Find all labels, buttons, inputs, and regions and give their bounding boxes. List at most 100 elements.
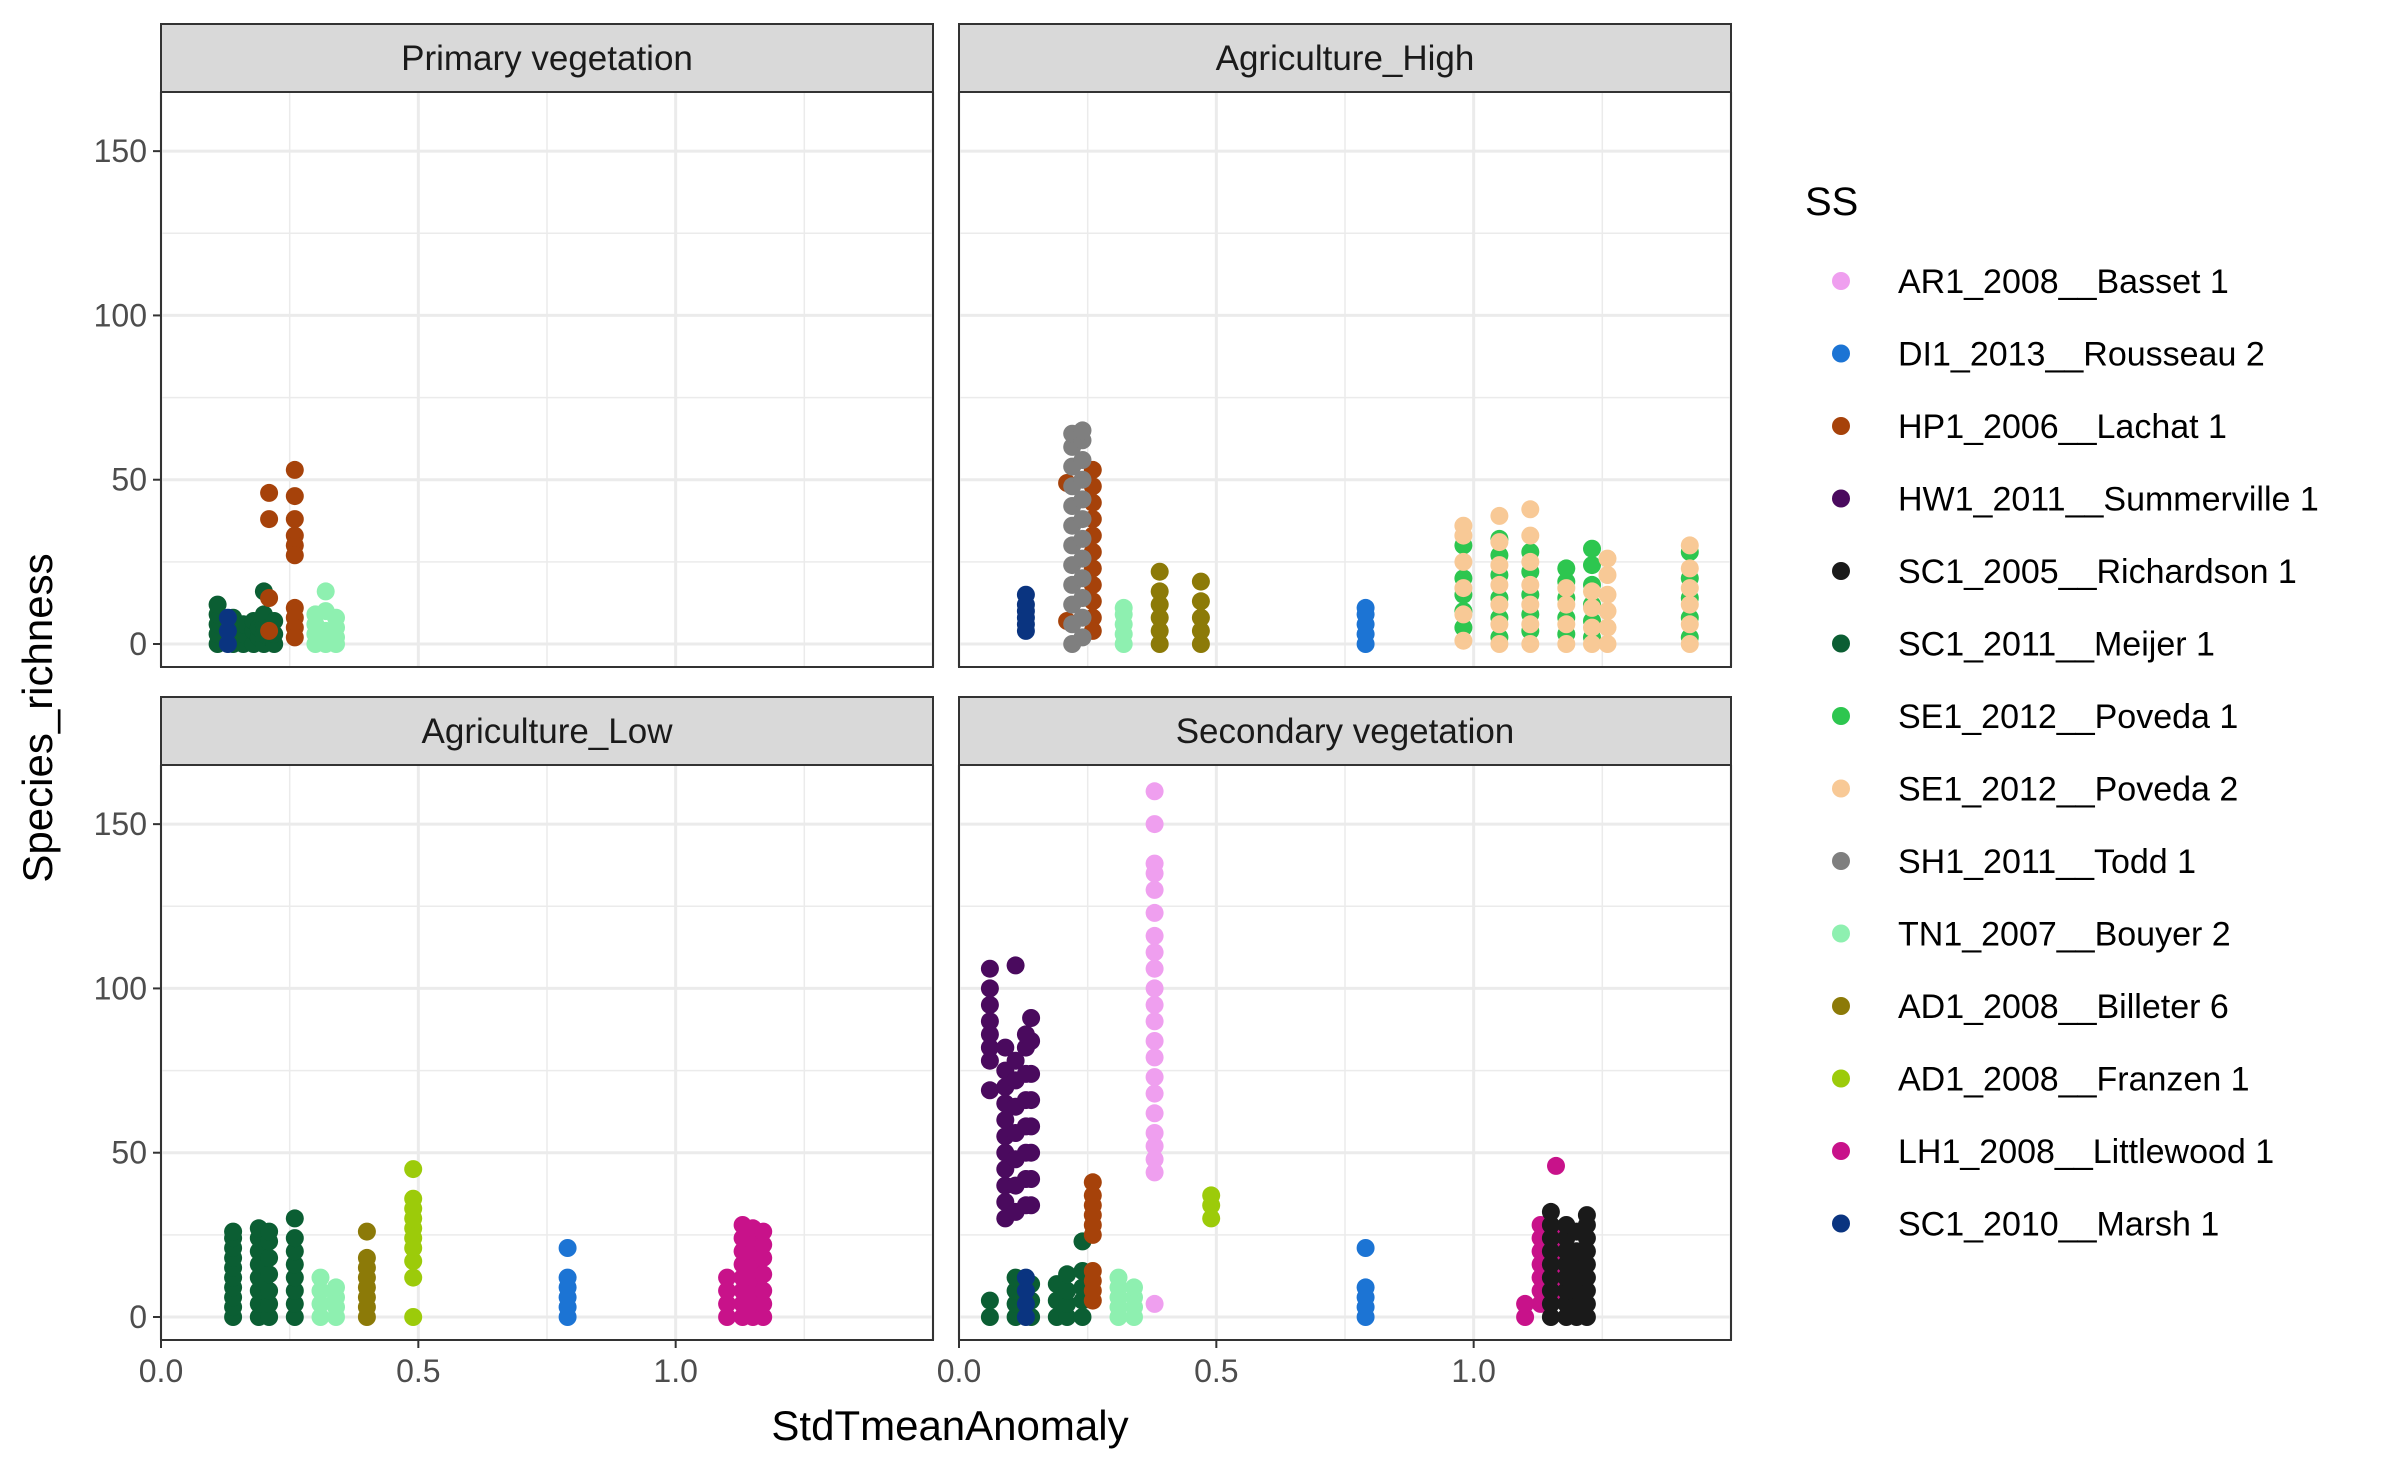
data-point <box>218 635 237 653</box>
data-point <box>1547 1156 1565 1175</box>
data-point <box>1541 1281 1560 1300</box>
legend-label: AD1_2008__Billeter 6 <box>1898 988 2229 1026</box>
data-point <box>980 1308 999 1326</box>
y-tick-label: 100 <box>94 297 147 333</box>
legend-item-sc1-2011-meijer-1: SC1_2011__Meijer 1 <box>1832 626 2215 664</box>
legend-label: SH1_2011__Todd 1 <box>1898 843 2196 881</box>
legend-key <box>1832 707 1850 725</box>
data-point <box>1490 556 1509 575</box>
data-point <box>1577 1242 1596 1261</box>
data-point <box>1150 562 1169 581</box>
data-point <box>1016 1294 1035 1313</box>
data-point <box>327 635 345 653</box>
y-axis-title: Species_richness <box>14 553 61 882</box>
data-point <box>311 1308 330 1326</box>
data-point <box>1516 1294 1535 1313</box>
x-axis-title: StdTmeanAnomaly <box>771 1402 1128 1449</box>
data-point <box>1145 1137 1164 1156</box>
data-point <box>1490 575 1509 594</box>
series-tn1-2007-bouyer-2 <box>1114 598 1133 653</box>
data-point <box>1022 1091 1041 1110</box>
facet-panel-agriculture-high: Agriculture_High <box>957 23 1733 668</box>
legend-key <box>1832 417 1850 435</box>
facet-strip-label: Agriculture_High <box>1216 39 1475 78</box>
data-point <box>754 1308 773 1326</box>
data-point <box>404 1252 423 1271</box>
data-point <box>1583 556 1601 575</box>
data-point <box>980 959 999 978</box>
legend-label: SE1_2012__Poveda 1 <box>1898 698 2238 736</box>
data-point <box>1022 1064 1041 1083</box>
series-hp1-2006-lachat-1 <box>260 460 304 647</box>
legend-item-hw1-2011-summerville-1: HW1_2011__Summerville 1 <box>1832 481 2319 519</box>
series-ad1-2008-franzen-1 <box>1202 1186 1221 1228</box>
data-point <box>285 1294 304 1313</box>
data-point <box>311 1268 330 1287</box>
data-point <box>1073 510 1092 529</box>
data-point <box>285 1308 304 1326</box>
data-point <box>980 1081 999 1100</box>
data-point <box>357 1248 376 1267</box>
data-point <box>980 995 999 1014</box>
data-point <box>1058 1294 1077 1313</box>
data-point <box>1083 1173 1102 1192</box>
facet-strip <box>958 696 1732 766</box>
data-point <box>1083 1186 1102 1205</box>
data-point <box>1454 618 1473 637</box>
legend-item-se1-2012-poveda-1: SE1_2012__Poveda 1 <box>1832 698 2238 736</box>
data-point <box>1541 1294 1560 1313</box>
data-point <box>260 1265 279 1284</box>
data-point <box>754 1281 773 1300</box>
data-point <box>218 621 237 640</box>
data-point <box>980 979 999 998</box>
data-point <box>1022 1196 1041 1215</box>
legend-key <box>1832 997 1850 1015</box>
data-point <box>1073 470 1092 489</box>
data-point <box>558 1268 577 1287</box>
legend-label: SE1_2012__Poveda 2 <box>1898 771 2238 809</box>
facet-panel-primary-vegetation: Primary vegetation <box>159 23 935 668</box>
facet-strip <box>958 23 1732 93</box>
legend-label: SC1_2010__Marsh 1 <box>1898 1206 2219 1244</box>
data-point <box>1541 1308 1560 1326</box>
facet-strip-label: Primary vegetation <box>401 39 693 78</box>
legend-item-ad1-2008-billeter-6: AD1_2008__Billeter 6 <box>1832 988 2229 1026</box>
data-point <box>1145 880 1164 899</box>
data-point <box>558 1239 577 1257</box>
data-point <box>1145 782 1164 801</box>
data-point <box>718 1268 737 1287</box>
legend-title: SS <box>1805 180 1858 224</box>
facet-panel-secondary-vegetation: Secondary vegetation <box>957 696 1733 1341</box>
data-point <box>1557 615 1576 634</box>
y-tick-label: 150 <box>94 133 147 169</box>
x-tick-label: 0.5 <box>1194 1353 1238 1389</box>
data-point <box>1598 549 1617 568</box>
data-point <box>1521 575 1540 594</box>
data-point <box>285 460 304 479</box>
series-sc1-2010-marsh-1 <box>1016 1268 1035 1326</box>
data-point <box>1145 1150 1164 1169</box>
data-point <box>1577 1308 1596 1326</box>
data-point <box>1521 615 1540 634</box>
data-point <box>1073 628 1092 647</box>
series-sc1-2011-meijer-1 <box>224 1209 304 1326</box>
legend-item-sc1-2005-richardson-1: SC1_2005__Richardson 1 <box>1832 553 2297 591</box>
series-sc1-2010-marsh-1 <box>218 608 237 653</box>
data-point <box>1058 1308 1077 1326</box>
data-point <box>1145 1084 1164 1103</box>
data-point <box>1577 1255 1596 1274</box>
data-point <box>1598 618 1617 637</box>
legend-label: LH1_2008__Littlewood 1 <box>1898 1133 2274 1171</box>
data-point <box>1145 1032 1164 1050</box>
data-point <box>1583 635 1601 653</box>
data-point <box>1557 559 1576 578</box>
data-point <box>718 1308 737 1326</box>
data-point <box>1150 608 1169 627</box>
data-point <box>1490 533 1509 552</box>
facet-strip-label: Secondary vegetation <box>1176 712 1515 751</box>
data-point <box>1577 1206 1596 1225</box>
axes: 0 50 100 150 0 50 100 150 0.0 0.5 1.0 0.0 0.5 1.0 <box>94 133 1496 1389</box>
data-point <box>1202 1186 1221 1205</box>
data-point <box>260 1308 279 1326</box>
panel-border <box>958 764 1732 1341</box>
